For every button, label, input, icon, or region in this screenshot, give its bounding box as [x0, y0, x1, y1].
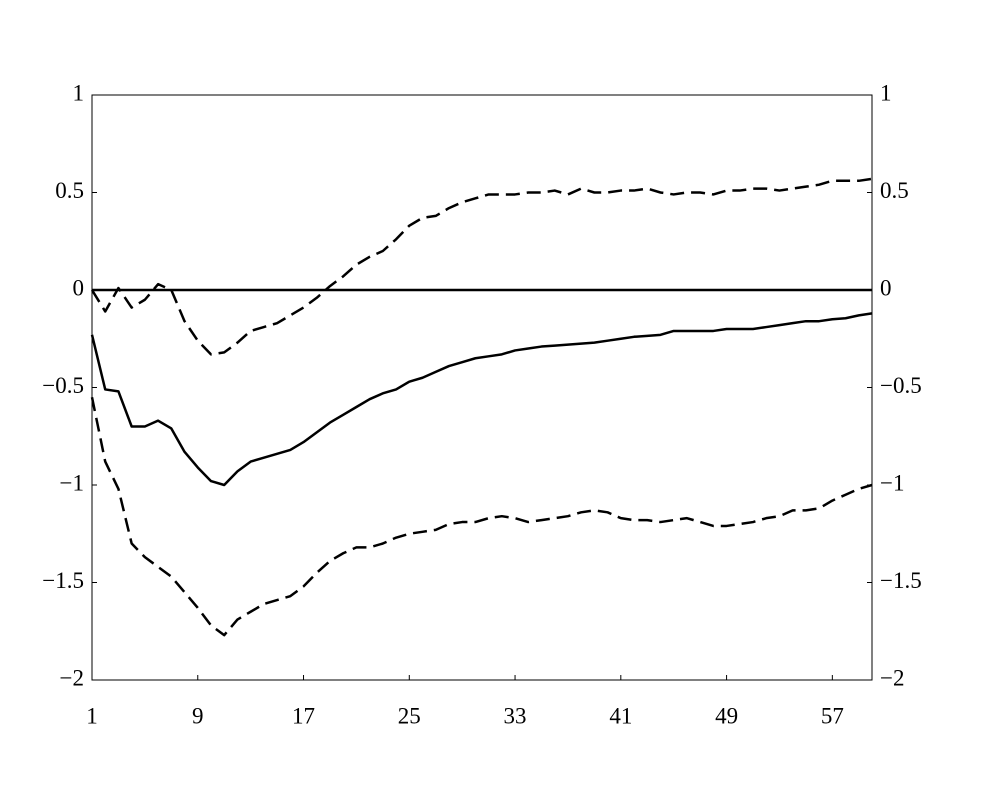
- x-tick-label: 17: [292, 703, 315, 728]
- y-tick-label: −1.5: [42, 568, 84, 593]
- y2-tick-label: −2: [880, 665, 904, 690]
- x-tick-label: 25: [398, 703, 421, 728]
- x-tick-label: 1: [86, 703, 98, 728]
- x-tick-label: 33: [504, 703, 527, 728]
- y2-tick-label: −1.5: [880, 568, 922, 593]
- response-line: [90, 312, 873, 487]
- y-tick-label: 0.5: [55, 178, 84, 203]
- y2-tick-label: −0.5: [880, 373, 922, 398]
- y2-tick-label: 1: [880, 80, 892, 105]
- y-tick-label: −1: [60, 470, 84, 495]
- x-tick-label: 41: [609, 703, 632, 728]
- y-tick-label: −0.5: [42, 373, 84, 398]
- x-tick-label: 57: [821, 703, 844, 728]
- x-tick-label: 49: [715, 703, 738, 728]
- y2-tick-label: 0: [880, 275, 892, 300]
- y-tick-label: 1: [73, 80, 85, 105]
- y2-tick-label: −1: [880, 470, 904, 495]
- y-tick-label: 0: [73, 275, 85, 300]
- y-tick-label: −2: [60, 665, 84, 690]
- y2-tick-label: 0.5: [880, 178, 909, 203]
- band-line: [90, 396, 873, 637]
- band-line: [90, 177, 873, 356]
- plot-frame: [91, 94, 873, 681]
- x-tick-label: 9: [192, 703, 204, 728]
